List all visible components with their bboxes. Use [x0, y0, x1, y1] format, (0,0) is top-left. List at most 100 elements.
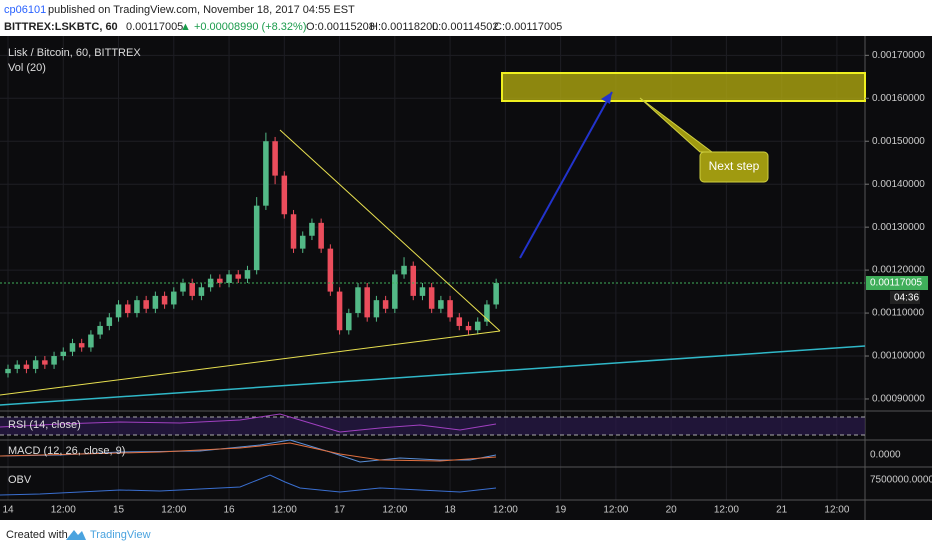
macd-tick: 0.0000 [870, 450, 901, 461]
ohlc-open: O:0.00115208 [306, 21, 375, 33]
candle-body [299, 235, 306, 249]
x-tick-label: 12:00 [272, 505, 297, 516]
rsi-label: RSI (14, close) [8, 419, 81, 431]
callout-box [699, 151, 769, 183]
y-tick-label: 0.00130000 [872, 222, 925, 233]
footer-created: Created with [6, 529, 68, 541]
chart-bg [0, 36, 932, 520]
candle-body [42, 360, 48, 365]
x-tick-label: 12:00 [493, 505, 518, 516]
candle-body [207, 278, 214, 288]
candle-body [364, 287, 370, 318]
candle-body [382, 300, 389, 309]
countdown: 04:36 [894, 293, 919, 304]
candle-body [290, 214, 297, 249]
candle-body [493, 282, 499, 305]
candle-body [447, 300, 453, 318]
x-tick-label: 14 [2, 505, 14, 516]
candle-body [355, 287, 361, 314]
candle-body [180, 282, 186, 292]
candle-body [143, 300, 149, 309]
x-tick-label: 20 [666, 505, 678, 516]
candle-body [60, 351, 67, 357]
obv-line [0, 474, 497, 496]
candle-body [198, 287, 205, 296]
candle-body [152, 295, 159, 309]
x-tick-label: 16 [223, 505, 235, 516]
candle-body [32, 360, 39, 369]
candle-body [263, 141, 269, 206]
candle-body [309, 222, 315, 236]
candle-body [281, 175, 288, 215]
y-tick-label: 0.00090000 [872, 394, 925, 405]
x-tick-label: 21 [776, 505, 788, 516]
published: published on TradingView.com, November 1… [48, 4, 355, 16]
candle-body [272, 141, 278, 176]
x-tick-label: 12:00 [714, 505, 739, 516]
x-tick-label: 17 [334, 505, 346, 516]
candle-body [419, 287, 426, 296]
trendline-support [0, 330, 501, 396]
y-tick-label: 0.00160000 [872, 93, 925, 104]
ohlc-high: H:0.00118200 [370, 21, 438, 33]
last: 0.00117005 [126, 21, 183, 33]
candle-body [253, 205, 260, 271]
obv-tick: 7500000.0000 [870, 475, 932, 486]
candle-body [51, 356, 57, 365]
candle-body [189, 282, 195, 296]
obv-label: OBV [8, 474, 32, 486]
x-tick-label: 12:00 [824, 505, 849, 516]
candle-body [217, 278, 223, 283]
candle-body [171, 291, 177, 305]
candle-body [69, 343, 76, 352]
header-bg [0, 0, 932, 36]
candle-body [484, 304, 490, 322]
candle-body [456, 317, 463, 326]
candle-body [410, 265, 417, 296]
candle-body [78, 343, 85, 348]
macd-line [0, 439, 497, 463]
candle-body [346, 313, 352, 331]
candle-body [161, 295, 168, 305]
macd-signal [0, 442, 497, 462]
x-tick-label: 12:00 [51, 505, 76, 516]
arrow [519, 91, 613, 259]
ohlc-low: L:0.00114502 [432, 21, 498, 33]
y-tick-label: 0.00140000 [872, 179, 925, 190]
author[interactable]: cp06101 [4, 4, 46, 16]
candle-body [392, 274, 398, 309]
trendline-resistance [279, 129, 501, 332]
candle-body [235, 274, 242, 279]
footer-bg [0, 520, 932, 550]
symbol: BITTREX:LSKBTC, 60 [4, 21, 118, 33]
callout-text: Next step [709, 159, 760, 173]
candle-body [438, 300, 444, 309]
price-tag-text: 0.00117005 [870, 278, 923, 289]
x-tick-label: 19 [555, 505, 567, 516]
footer-brand[interactable]: TradingView [90, 529, 151, 541]
candle-body [226, 274, 232, 283]
candle-body [106, 317, 113, 326]
candle-body [97, 325, 103, 335]
candle-body [336, 291, 343, 331]
candle-body [327, 248, 334, 292]
arrow-head [601, 92, 612, 104]
x-tick-label: 12:00 [382, 505, 407, 516]
candle-body [23, 364, 30, 369]
candles [5, 132, 499, 378]
ohlc-close: C:0.00117005 [494, 21, 562, 33]
price-tag [866, 276, 928, 290]
countdown-bg [890, 291, 920, 304]
candle-body [244, 270, 251, 279]
x-tick-label: 12:00 [603, 505, 628, 516]
candle-body [5, 368, 11, 374]
target-zone [501, 72, 866, 102]
rsi-band [0, 417, 865, 435]
pane-title: Lisk / Bitcoin, 60, BITTREX [8, 47, 141, 59]
change: ▲ +0.00008990 (+8.32%) [180, 21, 306, 33]
footer-logo [66, 530, 86, 540]
candle-body [134, 300, 140, 314]
volume-label: Vol (20) [8, 62, 46, 74]
candle-body [474, 321, 481, 331]
